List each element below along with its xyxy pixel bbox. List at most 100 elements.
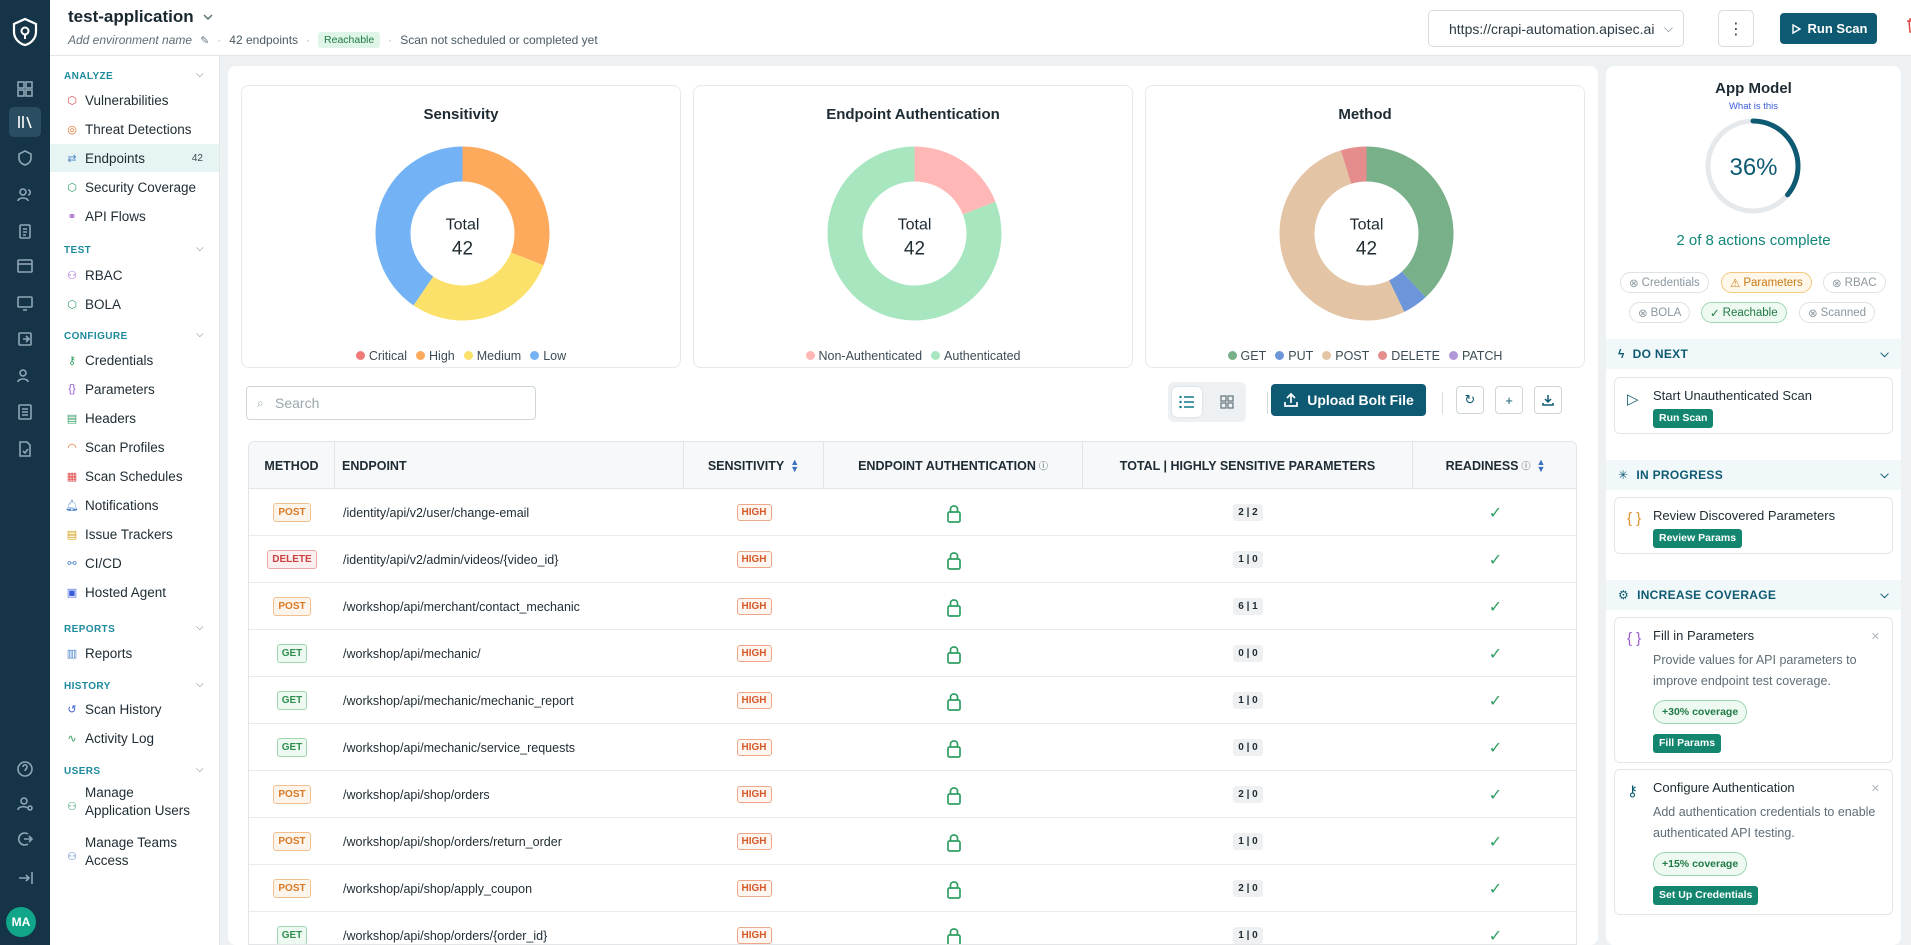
chip-rbac[interactable]: ⊗ RBAC [1823, 272, 1886, 293]
donut-slice-get[interactable] [1366, 146, 1454, 298]
avatar[interactable]: MA [6, 907, 36, 937]
sidebar-item-scan-history[interactable]: ↺ Scan History [50, 695, 219, 723]
legend-item[interactable]: Critical [355, 349, 407, 363]
url-select[interactable]: https://crapi-automation.apisec.ai ⌵ [1428, 10, 1684, 47]
sidebar-item-headers[interactable]: ▤ Headers [50, 404, 219, 432]
donut-slice-high[interactable] [462, 146, 550, 266]
clipboard-nav-icon[interactable] [13, 219, 37, 243]
pencil-icon[interactable]: ✎ [200, 34, 210, 47]
sidebar-item-manage-app-users[interactable]: ⚇ Manage Application Users [50, 784, 219, 826]
what-is-this-link[interactable]: What is this [1728, 101, 1779, 112]
donut-slice-authenticated[interactable] [827, 146, 1002, 321]
more-options-icon[interactable]: ⋮ [1718, 10, 1754, 47]
chip-reachable[interactable]: ✓ Reachable [1701, 302, 1787, 323]
add-icon[interactable]: + [1495, 386, 1523, 414]
table-row[interactable]: POST/workshop/api/shop/orders HIGH 2 | 0 ✓ [249, 771, 1576, 818]
trash-icon[interactable] [1905, 17, 1911, 39]
sidebar-item-scan-profiles[interactable]: ◠ Scan Profiles [50, 433, 219, 461]
section-reports[interactable]: REPORTS ⌵ [64, 622, 204, 635]
fill-params-button[interactable]: Fill Params [1653, 734, 1722, 753]
sort-icon[interactable]: ▲ ▼ [1536, 456, 1546, 474]
donut-slice-delete[interactable] [1340, 146, 1367, 184]
grid-view-icon[interactable] [1212, 387, 1242, 417]
col-endpoint[interactable]: ENDPOINT [335, 442, 684, 489]
sidebar-item-hosted-agent[interactable]: ▣ Hosted Agent [50, 578, 219, 606]
col-endpoint-auth[interactable]: ENDPOINT AUTHENTICATION ⓘ [824, 442, 1083, 489]
legend-item[interactable]: POST [1322, 349, 1369, 363]
app-selector[interactable]: test-application [68, 7, 214, 27]
legend-item[interactable]: Authenticated [931, 349, 1021, 363]
table-row[interactable]: GET/workshop/api/shop/orders/{order_id} H… [249, 912, 1576, 944]
legend-item[interactable]: PUT [1275, 349, 1313, 363]
col-readiness[interactable]: READINESS ⓘ ▲ ▼ [1413, 442, 1576, 489]
table-row[interactable]: POST/workshop/api/merchant/contact_mecha… [249, 583, 1576, 630]
donut-slice-post[interactable] [1279, 150, 1405, 321]
sidebar-item-threat-detections[interactable]: ◎ Threat Detections [50, 115, 219, 143]
legend-item[interactable]: DELETE [1378, 349, 1440, 363]
in-progress-section[interactable]: ✳ IN PROGRESS ⌵ [1606, 460, 1901, 490]
table-row[interactable]: POST/workshop/api/shop/apply_coupon HIGH 2… [249, 865, 1576, 912]
sidebar-item-api-flows[interactable]: ⚭ API Flows [50, 202, 219, 230]
run-scan-button[interactable]: Run Scan [1780, 13, 1877, 44]
sort-icon[interactable]: ▲ ▼ [790, 456, 800, 474]
review-params-button[interactable]: Review Params [1653, 529, 1743, 548]
users-nav-icon[interactable] [13, 183, 37, 207]
do-next-section[interactable]: ϟ DO NEXT ⌵ [1606, 339, 1901, 369]
setup-credentials-button[interactable]: Set Up Credentials [1653, 886, 1759, 905]
chip-bola[interactable]: ⊗ BOLA [1629, 302, 1691, 323]
apisec-logo-icon[interactable] [9, 16, 41, 48]
sidebar-item-activity-log[interactable]: ∿ Activity Log [50, 724, 219, 752]
chip-scanned[interactable]: ⊗ Scanned [1799, 302, 1876, 323]
table-row[interactable]: GET/workshop/api/mechanic/service_reques… [249, 724, 1576, 771]
legend-item[interactable]: Low [530, 349, 566, 363]
legend-item[interactable]: High [416, 349, 455, 363]
table-row[interactable]: POST/identity/api/v2/user/change-email HI… [249, 489, 1576, 536]
list-view-icon[interactable] [1172, 387, 1202, 417]
sidebar-item-manage-teams[interactable]: ⚇ Manage Teams Access [50, 834, 219, 876]
section-analyze[interactable]: ANALYZE ⌵ [64, 69, 204, 82]
sidebar-item-vulnerabilities[interactable]: ⬡ Vulnerabilities [50, 86, 219, 114]
legend-item[interactable]: PATCH [1448, 349, 1502, 363]
document-nav-icon[interactable] [13, 437, 37, 461]
chip-credentials[interactable]: ⊗ Credentials [1620, 272, 1709, 293]
upload-bolt-file-button[interactable]: Upload Bolt File [1271, 384, 1426, 416]
inventory-nav-icon[interactable] [13, 400, 37, 424]
table-row[interactable]: GET/workshop/api/mechanic/mechanic_repor… [249, 677, 1576, 724]
legend-item[interactable]: Non-Authenticated [805, 349, 922, 363]
table-row[interactable]: DELETE/identity/api/v2/admin/videos/{vid… [249, 536, 1576, 583]
col-sensitivity[interactable]: SENSITIVITY ▲ ▼ [684, 442, 824, 489]
help-nav-icon[interactable] [13, 757, 37, 781]
team-nav-icon[interactable] [13, 364, 37, 388]
section-configure[interactable]: CONFIGURE ⌵ [64, 329, 204, 342]
monitor-nav-icon[interactable] [13, 291, 37, 315]
chip-parameters[interactable]: ⚠ Parameters [1721, 272, 1812, 293]
legend-item[interactable]: GET [1227, 349, 1266, 363]
info-icon[interactable]: ⓘ [1521, 461, 1531, 471]
sidebar-item-rbac[interactable]: ⚇ RBAC [50, 261, 219, 289]
applications-nav-icon[interactable] [9, 107, 41, 137]
shield-nav-icon[interactable] [13, 146, 37, 170]
download-icon[interactable] [1534, 386, 1562, 414]
search-input[interactable]: ⌕ Search [246, 386, 536, 420]
section-test[interactable]: TEST ⌵ [64, 243, 204, 256]
close-icon[interactable]: ✕ [1870, 783, 1880, 795]
sidebar-item-security-coverage[interactable]: ⬡ Security Coverage [50, 173, 219, 201]
sidebar-item-cicd[interactable]: ⚯ CI/CD [50, 549, 219, 577]
export-nav-icon[interactable] [13, 327, 37, 351]
sidebar-item-scan-schedules[interactable]: ▦ Scan Schedules [50, 462, 219, 490]
refresh-icon[interactable]: ↻ [1456, 386, 1484, 414]
col-method[interactable]: METHOD [249, 442, 335, 489]
sidebar-item-endpoints[interactable]: ⇄ Endpoints 42 [50, 144, 219, 172]
table-row[interactable]: POST/workshop/api/shop/orders/return_ord… [249, 818, 1576, 865]
user-settings-nav-icon[interactable] [13, 792, 37, 816]
col-params[interactable]: TOTAL | HIGHLY SENSITIVE PARAMETERS [1083, 442, 1413, 489]
logout-nav-icon[interactable] [13, 827, 37, 851]
env-name-field[interactable]: Add environment name [68, 33, 193, 47]
run-scan-small-button[interactable]: Run Scan [1653, 409, 1714, 428]
collapse-nav-icon[interactable] [13, 866, 37, 890]
info-icon[interactable]: ⓘ [1038, 461, 1048, 471]
donut-slice-non-authenticated[interactable] [914, 146, 996, 215]
legend-item[interactable]: Medium [463, 349, 521, 363]
sidebar-item-credentials[interactable]: ⚷ Credentials [50, 346, 219, 374]
calendar-nav-icon[interactable] [13, 254, 37, 278]
